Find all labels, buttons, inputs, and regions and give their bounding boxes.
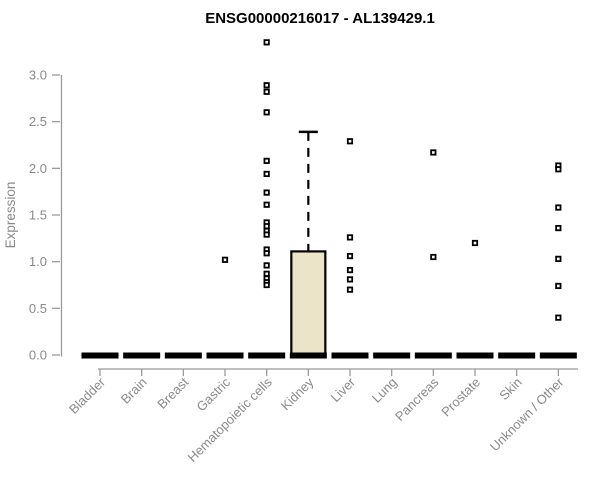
outlier-point xyxy=(471,239,479,247)
boxplot-lung xyxy=(373,352,411,359)
boxplot-gastric xyxy=(206,256,244,359)
outlier-point xyxy=(430,253,437,261)
median-bar xyxy=(164,352,202,359)
boxplot-bladder xyxy=(81,352,119,359)
outlier-point xyxy=(263,82,270,89)
outlier-point xyxy=(346,234,354,241)
median-bar xyxy=(498,352,536,359)
outlier-point xyxy=(263,262,270,269)
outlier-point xyxy=(263,281,270,289)
iqr-box xyxy=(290,250,327,357)
x-category-label: Skin xyxy=(496,375,524,403)
outlier-point xyxy=(346,286,354,293)
x-category-label: Lung xyxy=(369,375,400,406)
boxplot-liver xyxy=(331,138,369,359)
median-bar xyxy=(373,352,411,359)
x-category-label: Kidney xyxy=(278,374,317,413)
y-tick-label: 3.0 xyxy=(29,68,47,83)
outlier-point xyxy=(346,276,354,283)
boxplot-skin xyxy=(498,352,536,359)
outlier-point xyxy=(263,250,270,257)
boxplot-prostate xyxy=(456,239,494,359)
outlier-point xyxy=(221,256,229,263)
median-bar xyxy=(206,352,244,359)
x-category-label: Unknown / Other xyxy=(487,374,567,454)
outlier-point xyxy=(263,270,270,277)
box-series xyxy=(81,39,577,359)
outlier-point xyxy=(346,138,354,145)
outlier-point xyxy=(555,282,562,290)
outlier-point xyxy=(555,204,562,211)
outlier-point xyxy=(555,224,562,232)
median-bar xyxy=(123,352,161,359)
boxplot-hematopoietic-cells xyxy=(248,39,286,359)
outlier-point xyxy=(555,314,562,321)
median-bar xyxy=(456,352,494,359)
outlier-point xyxy=(263,157,270,164)
median-bar xyxy=(248,352,286,359)
x-category-label: Bladder xyxy=(66,374,109,417)
outlier-point xyxy=(263,88,270,95)
median-bar xyxy=(289,352,327,359)
outlier-point xyxy=(555,255,562,262)
median-bar xyxy=(81,352,119,359)
outlier-point xyxy=(263,189,270,196)
x-category-label: Prostate xyxy=(438,375,483,420)
outlier-point xyxy=(555,166,562,173)
y-tick-label: 2.5 xyxy=(29,114,47,129)
outlier-point xyxy=(263,170,270,178)
boxplot-kidney xyxy=(289,130,327,359)
outlier-point xyxy=(263,201,270,208)
outlier-point xyxy=(430,149,437,156)
median-bar xyxy=(539,352,577,359)
y-tick-label: 0.5 xyxy=(29,301,47,316)
y-tick-label: 0.0 xyxy=(29,348,47,363)
outlier-point xyxy=(263,39,270,46)
outlier-point xyxy=(263,109,270,116)
x-category-label: Gastric xyxy=(193,374,233,414)
outlier-point xyxy=(346,252,354,260)
y-tick-label: 1.0 xyxy=(29,254,47,269)
y-axis: 0.0 0.5 1.0 1.5 2.0 2.5 3.0 xyxy=(29,68,63,363)
y-tick-label: 1.5 xyxy=(29,208,47,223)
boxplot-brain xyxy=(123,352,161,359)
median-bar xyxy=(331,352,369,359)
x-category-label: Brain xyxy=(118,375,150,407)
median-bar xyxy=(414,352,452,359)
x-category-label: Liver xyxy=(328,374,359,405)
boxplot-unknown-other xyxy=(539,162,577,359)
y-axis-label: Expression xyxy=(3,182,18,249)
outlier-point xyxy=(263,223,270,230)
y-tick-label: 2.0 xyxy=(29,161,47,176)
x-category-label: Breast xyxy=(154,374,191,411)
boxplot-breast xyxy=(164,352,202,359)
x-category-label: Pancreas xyxy=(392,374,442,424)
outlier-point xyxy=(263,231,270,238)
chart-title: ENSG00000216017 - AL139429.1 xyxy=(205,10,435,27)
outlier-point xyxy=(346,266,354,274)
boxplot-pancreas xyxy=(414,149,452,359)
